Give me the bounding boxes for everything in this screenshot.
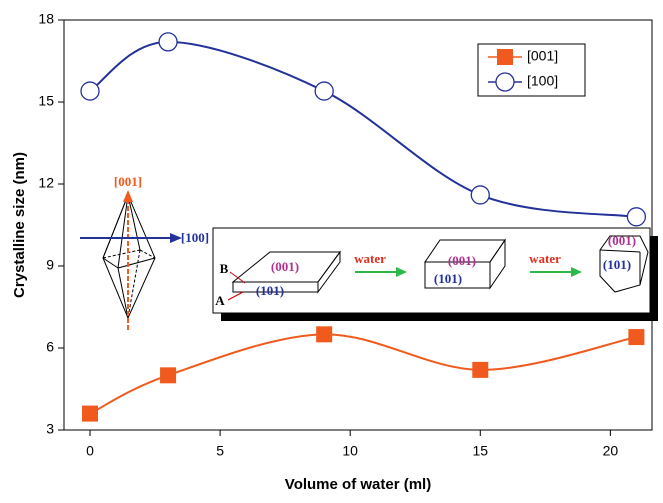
legend-label: [001] (527, 48, 558, 64)
chart: Volume of water (ml) Crystalline size (n… (0, 0, 663, 498)
annotation: (101) (603, 257, 631, 272)
x-tick-label: 20 (603, 443, 619, 459)
y-tick-label: 3 (46, 421, 54, 437)
arrow-head (123, 190, 133, 202)
x-tick-label: 10 (342, 443, 358, 459)
data-point (472, 362, 488, 378)
x-tick-label: 15 (472, 443, 488, 459)
annotation: water (529, 251, 561, 266)
annotation: A (215, 293, 225, 308)
data-point (81, 82, 99, 100)
x-tick-label: 5 (216, 443, 224, 459)
legend-marker (497, 49, 513, 65)
data-point (627, 208, 645, 226)
annotation: water (354, 251, 386, 266)
data-point (471, 186, 489, 204)
data-point (159, 33, 177, 51)
annotation: (101) (256, 283, 284, 298)
data-point (316, 326, 332, 342)
y-tick-label: 15 (38, 93, 54, 109)
data-point (628, 329, 644, 345)
annotation: (001) (271, 259, 299, 274)
data-point (82, 406, 98, 422)
annotation: (001) (448, 253, 476, 268)
x-tick-label: 0 (86, 443, 94, 459)
x-axis-label: Volume of water (ml) (285, 476, 431, 493)
y-axis-label: Crystalline size (nm) (11, 152, 28, 298)
legend-label: [100] (527, 73, 558, 89)
annotation: B (220, 261, 229, 276)
annotation: (101) (434, 271, 462, 286)
y-tick-label: 18 (38, 11, 54, 27)
y-tick-label: 6 (46, 339, 54, 355)
annotation: (001) (608, 233, 636, 248)
data-point (160, 367, 176, 383)
legend-marker (496, 73, 514, 91)
annotation: [100] (181, 230, 209, 245)
y-tick-label: 9 (46, 257, 54, 273)
y-tick-label: 12 (38, 175, 54, 191)
data-point (315, 82, 333, 100)
annotation: [001] (114, 174, 142, 189)
